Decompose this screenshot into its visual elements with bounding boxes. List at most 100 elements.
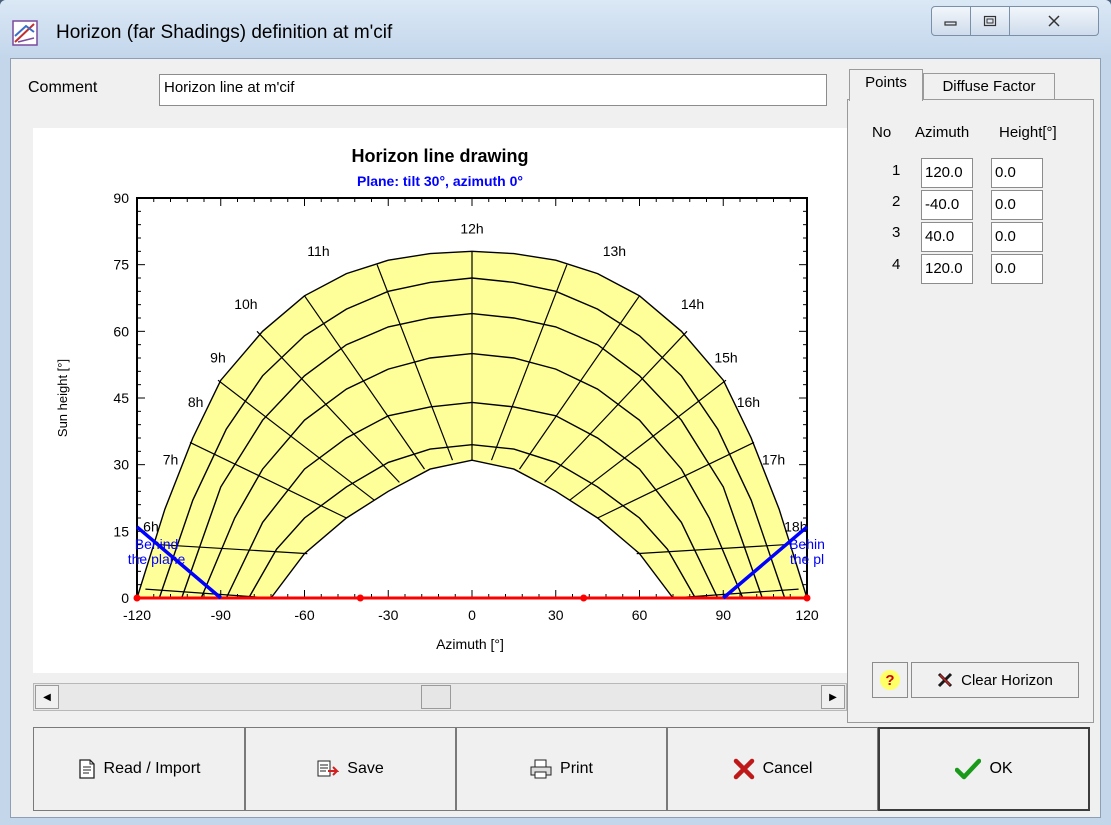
read-import-button[interactable]: Read / Import: [33, 727, 245, 811]
horizon-point: [803, 594, 811, 602]
maximize-icon: [983, 15, 997, 27]
tab-diffuse-factor[interactable]: Diffuse Factor: [923, 73, 1055, 101]
comment-label: Comment: [28, 79, 98, 96]
horizon-app-icon: [12, 20, 38, 46]
tab-points-label: Points: [865, 74, 907, 91]
hour-label: 14h: [681, 296, 704, 312]
y-tick-label: 0: [121, 590, 129, 606]
sun-paths: [136, 250, 808, 599]
y-tick-label: 60: [113, 323, 129, 339]
comment-input[interactable]: Horizon line at m'cif: [159, 74, 827, 106]
chart-subtitle: Plane: tilt 30°, azimuth 0°: [357, 173, 523, 189]
hour-line: [159, 544, 308, 555]
close-icon: [1048, 15, 1060, 27]
hour-label: 11h: [307, 243, 329, 259]
close-button[interactable]: [1009, 6, 1099, 36]
point-azimuth-input[interactable]: 120.0: [921, 254, 973, 284]
hour-label: 8h: [188, 394, 204, 410]
y-tick-label: 90: [113, 190, 129, 206]
hour-label: 17h: [762, 452, 785, 468]
y-axis-label: Sun height [°]: [55, 359, 70, 437]
hour-label: 9h: [210, 349, 226, 365]
cancel-label: Cancel: [762, 760, 813, 777]
x-tick-label: -90: [211, 607, 231, 623]
ok-button[interactable]: OK: [878, 727, 1090, 811]
print-button[interactable]: Print: [456, 727, 667, 811]
hour-line: [544, 330, 688, 483]
y-axis: 0 15 30 45 60 75 90: [113, 190, 807, 606]
hour-label: 7h: [163, 452, 179, 468]
hour-label: 13h: [603, 243, 626, 259]
clear-horizon-label: Clear Horizon: [961, 671, 1053, 689]
dialog-content: Comment Horizon line at m'cif -120 -90 -60…: [10, 58, 1101, 818]
y-tick-label: 75: [113, 257, 129, 273]
sun-path-line: [181, 312, 763, 599]
x-tick-label: -120: [123, 607, 151, 623]
tab-diffuse-factor-label: Diffuse Factor: [942, 78, 1036, 95]
point-number: 1: [892, 162, 901, 179]
hour-label: 15h: [714, 349, 737, 365]
point-number: 3: [892, 224, 901, 241]
horizon-chart-svg: -120 -90 -60 -30 0 30 60 90 120 0 15 30 45 60 75 90 6h 7h…: [55, 146, 825, 652]
horizontal-scrollbar[interactable]: ◀ ▶: [33, 683, 847, 711]
point-height-input[interactable]: 0.0: [991, 190, 1043, 220]
x-tick-label: 120: [795, 607, 819, 623]
chart-title: Horizon line drawing: [351, 146, 528, 166]
sun-path-line: [248, 443, 696, 599]
point-height-input[interactable]: 0.0: [991, 158, 1043, 188]
hour-line: [519, 295, 640, 470]
behind-plane-line: [135, 525, 222, 600]
x-tick-label: 60: [632, 607, 648, 623]
title-bar: Horizon (far Shadings) definition at m'c…: [0, 0, 1111, 55]
print-label: Print: [560, 760, 593, 777]
point-number: 4: [892, 256, 901, 273]
save-button[interactable]: Save: [245, 727, 456, 811]
points-panel: No Azimuth Height[°] 1 120.0 0.0 2 -40.0…: [847, 99, 1094, 723]
point-azimuth-input[interactable]: 120.0: [921, 158, 973, 188]
scroll-right-button[interactable]: ▶: [821, 685, 845, 709]
header-azimuth: Azimuth: [915, 124, 970, 141]
hour-line: [636, 544, 785, 555]
tab-points[interactable]: Points: [849, 69, 923, 101]
behind-plane-line: [722, 525, 809, 600]
header-no: No: [872, 124, 892, 141]
help-button[interactable]: ?: [872, 662, 908, 698]
y-tick-label: 15: [113, 523, 129, 539]
maximize-button[interactable]: [970, 6, 1010, 36]
horizon-point: [580, 594, 588, 602]
clear-horizon-button[interactable]: Clear Horizon: [911, 662, 1079, 698]
cancel-button[interactable]: Cancel: [667, 727, 878, 811]
minimize-icon: [944, 21, 957, 26]
red-x-icon: [733, 758, 754, 780]
point-azimuth-input[interactable]: -40.0: [921, 190, 973, 220]
clear-x-icon: [938, 672, 953, 688]
horizon-chart: -120 -90 -60 -30 0 30 60 90 120 0 15 30 45 60 75 90 6h 7h…: [33, 128, 847, 673]
x-tick-label: 90: [715, 607, 731, 623]
scroll-thumb[interactable]: [421, 685, 451, 709]
ok-label: OK: [989, 760, 1013, 777]
minimize-button[interactable]: [931, 6, 971, 36]
hour-line: [569, 379, 727, 501]
point-height-input[interactable]: 0.0: [991, 254, 1043, 284]
x-axis: -120 -90 -60 -30 0 30 60 90 120: [123, 198, 819, 623]
hour-label: 12h: [460, 221, 483, 237]
document-icon: [78, 759, 95, 779]
behind-plane-label: Behind: [135, 536, 179, 552]
scroll-left-button[interactable]: ◀: [35, 685, 59, 709]
svg-text:?: ?: [885, 672, 894, 689]
hour-labels: 6h 7h 8h 9h 10h 11h 12h 13h 14h 15h 16h 17h 18h: [143, 221, 807, 535]
x-tick-label: 0: [468, 607, 476, 623]
hour-label: 6h: [143, 518, 159, 534]
behind-plane-label: the pl: [790, 551, 824, 567]
sun-path-line: [158, 277, 786, 599]
header-height: Height[°]: [999, 124, 1057, 141]
hour-line: [304, 295, 425, 470]
hour-line: [256, 330, 400, 483]
x-tick-label: -30: [378, 607, 398, 623]
point-azimuth-input[interactable]: 40.0: [921, 222, 973, 252]
point-height-input[interactable]: 0.0: [991, 222, 1043, 252]
x-tick-label: 30: [548, 607, 564, 623]
sun-path-line: [136, 250, 808, 599]
save-icon: [317, 760, 340, 777]
behind-plane-label: Behin: [789, 536, 825, 552]
